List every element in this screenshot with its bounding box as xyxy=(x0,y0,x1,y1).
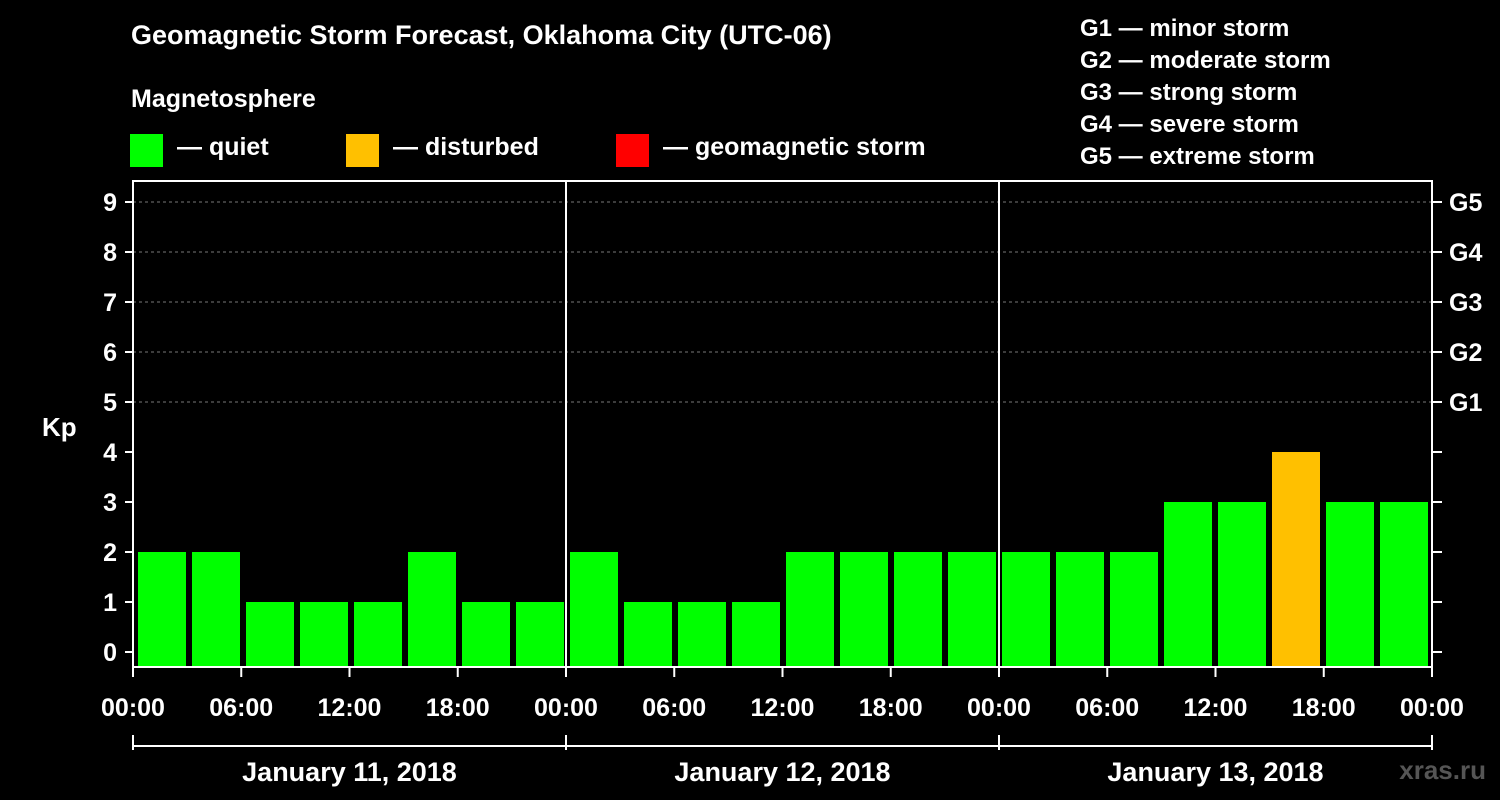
bar xyxy=(732,602,780,667)
x-tick-label: 00:00 xyxy=(967,694,1031,722)
bar xyxy=(1272,452,1320,667)
x-tick-label: 06:00 xyxy=(1075,694,1139,722)
bar xyxy=(354,602,402,667)
x-tick-label: 18:00 xyxy=(859,694,923,722)
g-scale-g5: G5 — extreme storm xyxy=(1080,143,1315,170)
x-tick-label: 12:00 xyxy=(1184,694,1248,722)
day-label: January 13, 2018 xyxy=(1107,757,1323,787)
y-tick-label: 5 xyxy=(103,389,117,417)
y-tick-label: 8 xyxy=(103,239,117,267)
g-scale-g2: G2 — moderate storm xyxy=(1080,47,1331,74)
magnetosphere-heading: Magnetosphere xyxy=(131,85,316,113)
g-scale-g1: G1 — minor storm xyxy=(1080,15,1290,42)
y-tick-label: 1 xyxy=(103,589,117,617)
y-tick-label: 6 xyxy=(103,339,117,367)
bar xyxy=(570,552,618,667)
bar xyxy=(1002,552,1050,667)
legend-swatch-disturbed xyxy=(346,134,379,167)
bar xyxy=(786,552,834,667)
legend-label-storm: — geomagnetic storm xyxy=(663,133,926,161)
x-tick-label: 00:00 xyxy=(1400,694,1464,722)
g-level-label: G1 xyxy=(1449,389,1482,417)
y-axis-label: Kp xyxy=(42,412,77,442)
y-tick-label: 4 xyxy=(103,439,117,467)
bar xyxy=(1326,502,1374,667)
bar xyxy=(1164,502,1212,667)
bar xyxy=(138,552,186,667)
y-tick-label: 3 xyxy=(103,489,117,517)
g-level-label: G3 xyxy=(1449,289,1482,317)
g-scale-g4: G4 — severe storm xyxy=(1080,111,1299,138)
g-level-label: G5 xyxy=(1449,189,1482,217)
legend-swatch-quiet xyxy=(130,134,163,167)
g-level-label: G4 xyxy=(1449,239,1482,267)
legend-label-quiet: — quiet xyxy=(177,133,269,161)
bar xyxy=(246,602,294,667)
chart-title: Geomagnetic Storm Forecast, Oklahoma Cit… xyxy=(131,20,832,50)
bar xyxy=(516,602,564,667)
x-tick-label: 00:00 xyxy=(101,694,165,722)
bar xyxy=(894,552,942,667)
x-tick-label: 12:00 xyxy=(318,694,382,722)
legend-swatch-storm xyxy=(616,134,649,167)
bar xyxy=(948,552,996,667)
g-level-label: G2 xyxy=(1449,339,1482,367)
bar xyxy=(840,552,888,667)
bar xyxy=(1380,502,1428,667)
bar xyxy=(1110,552,1158,667)
watermark: xras.ru xyxy=(1399,755,1486,785)
g-scale-g3: G3 — strong storm xyxy=(1080,79,1298,106)
day-label: January 12, 2018 xyxy=(674,757,890,787)
legend-label-disturbed: — disturbed xyxy=(393,133,539,161)
bar xyxy=(1056,552,1104,667)
x-tick-label: 12:00 xyxy=(751,694,815,722)
bar xyxy=(192,552,240,667)
bar xyxy=(408,552,456,667)
x-tick-label: 06:00 xyxy=(642,694,706,722)
y-tick-label: 2 xyxy=(103,539,117,567)
day-label: January 11, 2018 xyxy=(242,757,457,787)
bar xyxy=(624,602,672,667)
bar xyxy=(1218,502,1266,667)
y-tick-label: 7 xyxy=(103,289,117,317)
bar xyxy=(678,602,726,667)
bar xyxy=(462,602,510,667)
bar xyxy=(300,602,348,667)
x-tick-label: 00:00 xyxy=(534,694,598,722)
x-tick-label: 06:00 xyxy=(209,694,273,722)
y-tick-label: 0 xyxy=(103,639,117,667)
y-tick-label: 9 xyxy=(103,189,117,217)
x-tick-label: 18:00 xyxy=(1292,694,1356,722)
x-tick-label: 18:00 xyxy=(426,694,490,722)
